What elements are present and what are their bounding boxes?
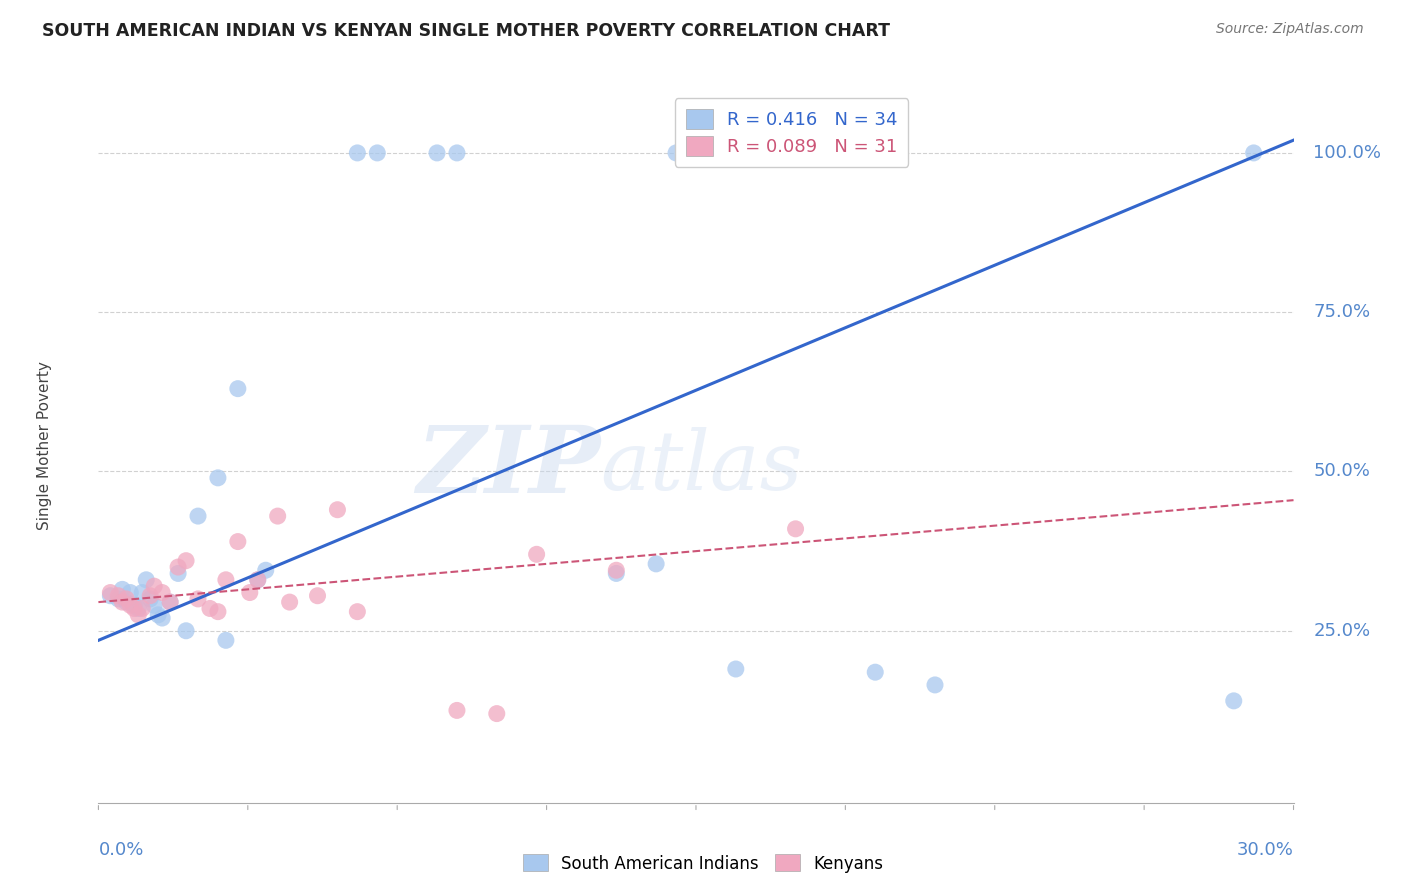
Point [665,145,688,160]
Point [226,382,249,396]
Point [127,607,149,622]
Point [127,601,149,615]
Point [326,502,349,516]
Point [115,591,138,606]
Point [187,509,209,524]
Point [115,595,138,609]
Legend: South American Indians, Kenyans: South American Indians, Kenyans [516,847,890,880]
Point [107,589,129,603]
Point [150,611,173,625]
Point [278,595,301,609]
Point [98,589,122,603]
Point [159,595,181,609]
Point [307,589,329,603]
Point [98,585,122,599]
Point [139,591,162,606]
Point [207,471,229,485]
Text: 0.0%: 0.0% [98,841,143,859]
Point [150,585,173,599]
Point [135,573,157,587]
Point [785,522,807,536]
Point [187,591,209,606]
Point [120,599,142,613]
Point [605,563,627,577]
Point [215,633,238,648]
Point [526,547,548,561]
Point [124,599,146,613]
Point [143,579,166,593]
Point [215,573,238,587]
Point [346,145,368,160]
Text: 75.0%: 75.0% [1313,303,1371,321]
Point [924,678,946,692]
Point [1222,694,1246,708]
Point [120,585,142,599]
Point [148,607,170,622]
Text: 100.0%: 100.0% [1313,144,1382,162]
Point [254,563,277,577]
Text: atlas: atlas [600,427,803,508]
Text: Single Mother Poverty: Single Mother Poverty [37,361,52,531]
Point [124,601,146,615]
Point [605,566,627,581]
Point [131,601,153,615]
Point [111,595,134,609]
Point [111,582,134,597]
Point [446,145,468,160]
Text: ZIP: ZIP [416,423,600,512]
Point [167,560,190,574]
Point [366,145,388,160]
Point [485,706,508,721]
Point [239,585,262,599]
Point [174,624,197,638]
Point [131,585,153,599]
Point [267,509,290,524]
Legend: R = 0.416   N = 34, R = 0.089   N = 31: R = 0.416 N = 34, R = 0.089 N = 31 [675,98,908,167]
Point [426,145,449,160]
Point [174,554,197,568]
Point [167,566,190,581]
Point [446,703,468,717]
Point [346,605,368,619]
Point [1243,145,1265,160]
Text: 30.0%: 30.0% [1237,841,1294,859]
Point [207,605,229,619]
Text: 50.0%: 50.0% [1313,462,1371,481]
Text: SOUTH AMERICAN INDIAN VS KENYAN SINGLE MOTHER POVERTY CORRELATION CHART: SOUTH AMERICAN INDIAN VS KENYAN SINGLE M… [42,22,890,40]
Point [159,595,181,609]
Point [139,589,162,603]
Text: 25.0%: 25.0% [1313,622,1371,640]
Point [107,591,129,606]
Point [246,573,269,587]
Text: Source: ZipAtlas.com: Source: ZipAtlas.com [1216,22,1364,37]
Point [198,601,221,615]
Point [143,599,166,613]
Point [863,665,886,680]
Point [246,573,269,587]
Point [724,662,747,676]
Point [226,534,249,549]
Point [645,557,668,571]
